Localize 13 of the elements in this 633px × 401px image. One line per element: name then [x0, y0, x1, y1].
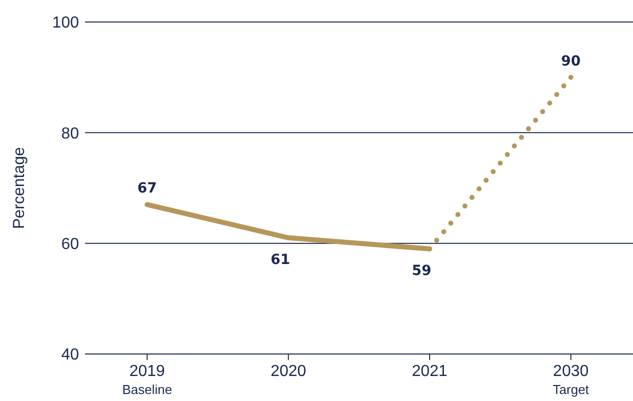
data-label: 61 — [270, 252, 290, 268]
x-tick-label: 2030 Target — [552, 363, 590, 397]
y-axis-title: Percentage — [11, 146, 28, 229]
data-label: 59 — [412, 262, 432, 279]
data-label: 90 — [561, 53, 581, 70]
data-label: 67 — [137, 180, 157, 197]
x-tick-label: 2021 — [412, 363, 448, 380]
x-tick-label: 2019 Baseline — [122, 363, 172, 397]
y-tick-label: 80 — [61, 125, 80, 142]
x-tick-label: 2020 — [270, 363, 306, 380]
y-tick-label: 60 — [61, 236, 80, 253]
y-tick-label: 100 — [52, 14, 80, 32]
y-tick-label: 40 — [61, 346, 80, 364]
